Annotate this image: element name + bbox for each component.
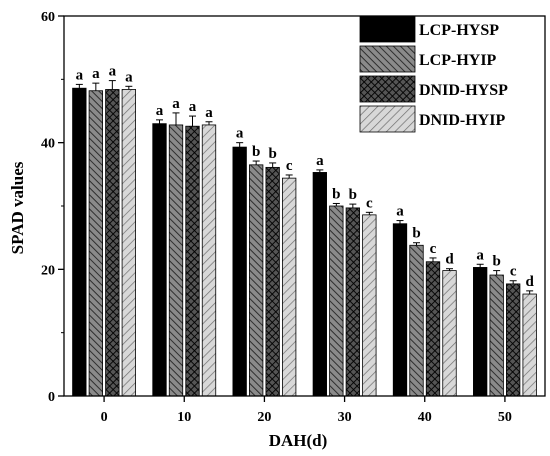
bar xyxy=(72,87,87,397)
bar xyxy=(105,89,120,397)
y-tick-label: 0 xyxy=(48,390,55,405)
significance-label: b xyxy=(349,187,357,203)
bar xyxy=(442,270,457,397)
axes-group: 0 20 40 60 0 10 20 30 40 50 xyxy=(41,10,546,425)
x-axis-title: DAH(d) xyxy=(269,431,328,450)
significance-label: b xyxy=(492,254,500,270)
significance-label: a xyxy=(156,103,164,119)
bar xyxy=(282,177,297,397)
bar xyxy=(232,146,247,397)
bar xyxy=(88,90,103,397)
significance-label: a xyxy=(92,66,100,82)
significance-label: c xyxy=(286,158,293,174)
significance-label: c xyxy=(430,241,437,257)
significance-label: b xyxy=(268,146,276,162)
significance-label: a xyxy=(76,67,84,83)
y-tick-label: 40 xyxy=(41,137,55,152)
x-tick-label: 0 xyxy=(101,410,108,425)
legend: LCP-HYSP LCP-HYIP DNID-HYSP DNID-HYIP xyxy=(359,15,508,133)
significance-label: a xyxy=(125,69,133,85)
bar xyxy=(489,274,504,397)
significance-label: a xyxy=(316,153,324,169)
legend-label: LCP-HYIP xyxy=(419,52,497,69)
plot-frame xyxy=(63,15,546,397)
x-tick-label: 50 xyxy=(498,410,512,425)
significance-label: d xyxy=(445,252,454,268)
legend-label: DNID-HYSP xyxy=(419,82,508,99)
bar xyxy=(201,124,217,397)
bar xyxy=(345,207,360,397)
legend-label: LCP-HYSP xyxy=(419,22,499,39)
bar xyxy=(168,124,184,397)
bar xyxy=(425,261,441,397)
bar xyxy=(312,172,327,397)
significance-label: b xyxy=(412,226,420,242)
bar xyxy=(152,123,167,397)
bar xyxy=(473,267,488,397)
significance-label: a xyxy=(189,99,197,115)
legend-label: DNID-HYIP xyxy=(419,112,505,129)
bar xyxy=(392,223,408,397)
significance-label: a xyxy=(109,64,117,80)
bars-group xyxy=(72,87,537,397)
legend-swatch xyxy=(359,105,416,133)
significance-label: a xyxy=(236,126,244,142)
bar xyxy=(409,244,424,397)
x-tick-label: 30 xyxy=(338,410,352,425)
significance-label: a xyxy=(476,247,484,263)
legend-swatch xyxy=(359,15,416,43)
legend-swatch xyxy=(359,45,416,73)
significance-label: a xyxy=(396,204,404,220)
error-bars-group xyxy=(75,80,534,295)
legend-swatch xyxy=(359,75,416,103)
significance-label: c xyxy=(366,195,373,211)
bar xyxy=(362,214,377,397)
significance-label: b xyxy=(332,186,340,202)
significance-label: a xyxy=(172,96,180,112)
significance-label: c xyxy=(510,264,517,280)
bar xyxy=(121,89,136,397)
significance-label: a xyxy=(205,105,213,121)
x-tick-label: 20 xyxy=(257,410,271,425)
bar xyxy=(185,125,200,397)
significance-label: b xyxy=(252,144,260,160)
y-axis-title: SPAD values xyxy=(8,161,27,254)
x-tick-label: 10 xyxy=(177,410,191,425)
x-tick-label: 40 xyxy=(418,410,432,425)
bar xyxy=(249,164,264,397)
significance-label: d xyxy=(525,274,534,290)
y-tick-label: 20 xyxy=(41,263,55,278)
bar xyxy=(329,205,344,397)
bar xyxy=(522,293,537,397)
bar xyxy=(506,283,521,397)
bar xyxy=(265,166,280,397)
y-tick-label: 60 xyxy=(41,10,55,25)
